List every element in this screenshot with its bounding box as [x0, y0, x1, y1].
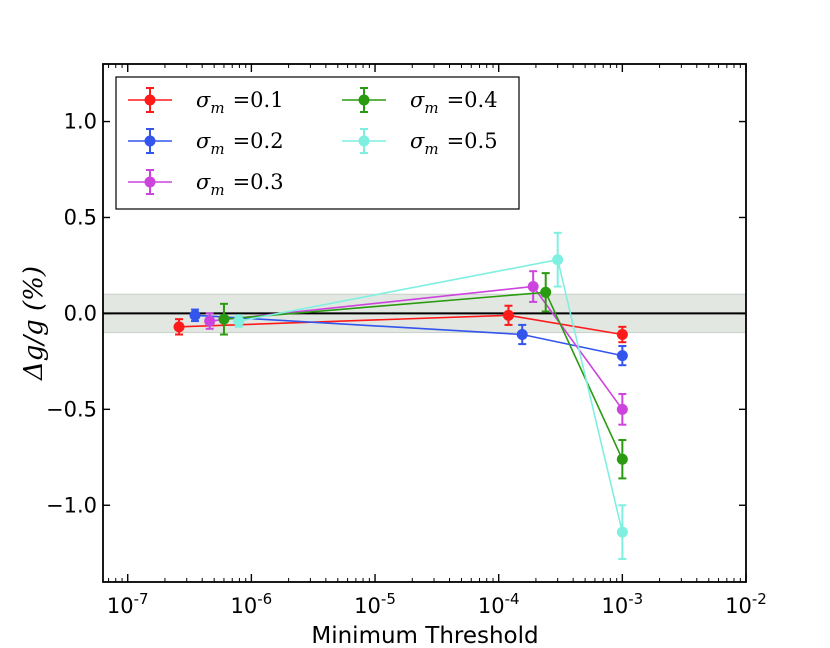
data-point	[540, 286, 552, 298]
x-tick-label: 10-3	[601, 590, 643, 618]
legend-marker	[358, 135, 370, 147]
x-tick-label: 10-2	[725, 590, 767, 618]
x-tick-label: 10-7	[107, 590, 149, 618]
data-point	[502, 309, 514, 321]
legend-label: σm =0.1	[196, 88, 284, 117]
legend: σm =0.1 σm =0.2 σm =0.3 σm =0.4 σm =0.5	[115, 76, 520, 210]
axis-ticks: 1.0 0.5 0.0 −0.5 −1.0 10-7 10-6 10-5 10-4 10-3 10-…	[46, 64, 767, 618]
x-tick-label: 10-4	[478, 590, 520, 618]
legend-item-1: σm =0.1	[128, 87, 284, 117]
legend-item-4: σm =0.4	[342, 87, 498, 117]
series-4	[218, 272, 628, 480]
x-tick-label: 10-5	[354, 590, 396, 618]
legend-item-3: σm =0.3	[128, 169, 284, 199]
data-point	[616, 403, 628, 415]
legend-label: σm =0.4	[410, 88, 498, 117]
data-point	[527, 281, 539, 293]
y-axis-label: Δg/g (%)	[19, 266, 49, 381]
series-group	[173, 231, 628, 560]
data-point	[204, 315, 216, 327]
data-point	[189, 309, 201, 321]
x-axis-label: Minimum Threshold	[311, 623, 538, 648]
y-tick-label: 1.0	[64, 110, 97, 134]
legend-marker	[144, 176, 156, 188]
series-5	[233, 231, 628, 560]
data-point	[218, 313, 230, 325]
legend-item-2: σm =0.2	[128, 128, 284, 158]
legend-marker	[144, 135, 156, 147]
x-tick-label: 10-6	[231, 590, 273, 618]
svg-text:Δg/g (%): Δg/g (%)	[19, 266, 49, 381]
y-tick-label: −1.0	[46, 493, 97, 517]
y-tick-label: −0.5	[46, 397, 97, 421]
data-point	[616, 329, 628, 341]
plot-frame	[102, 63, 747, 583]
y-tick-label: 0.5	[64, 205, 97, 229]
legend-label: σm =0.2	[196, 129, 284, 158]
data-point	[616, 350, 628, 362]
y-tick-label: 0.0	[64, 301, 97, 325]
series-1	[173, 304, 628, 344]
data-point	[516, 329, 528, 341]
data-point	[233, 315, 245, 327]
legend-box	[115, 76, 520, 210]
legend-marker	[358, 94, 370, 106]
series-3	[204, 270, 628, 426]
legend-label: σm =0.3	[196, 170, 284, 199]
data-point	[616, 526, 628, 538]
legend-marker	[144, 94, 156, 106]
data-point	[173, 321, 185, 333]
legend-item-5: σm =0.5	[342, 128, 498, 158]
data-point	[552, 254, 564, 266]
legend-label: σm =0.5	[410, 129, 498, 158]
data-point	[616, 453, 628, 465]
series-2	[189, 308, 628, 367]
